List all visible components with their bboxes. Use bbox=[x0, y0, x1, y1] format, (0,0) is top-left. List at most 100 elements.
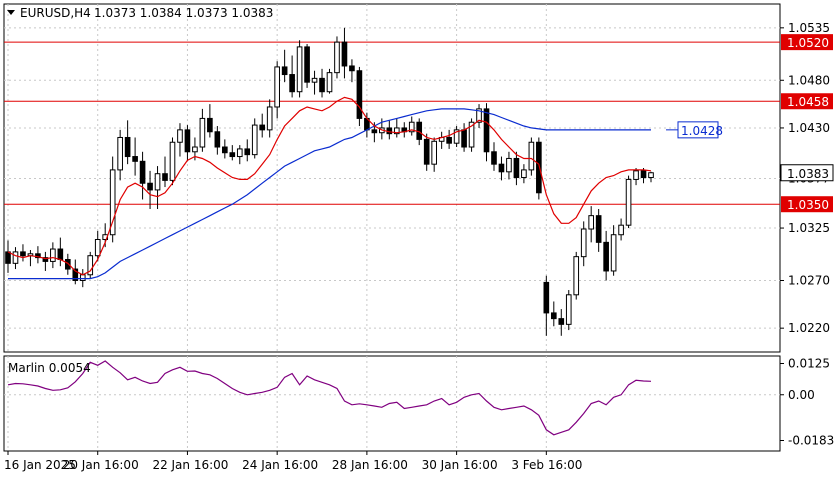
candle-body-down bbox=[139, 160, 146, 184]
candle bbox=[177, 123, 183, 157]
candle-body-up bbox=[453, 129, 460, 144]
candle bbox=[588, 206, 595, 243]
ma-red-line bbox=[7, 96, 652, 276]
candle bbox=[341, 27, 348, 79]
candle-body-down bbox=[64, 259, 71, 270]
candle bbox=[109, 156, 116, 243]
y-tick-label: 1.0535 bbox=[788, 21, 830, 35]
candle bbox=[565, 290, 572, 331]
candle-body-up bbox=[117, 136, 123, 171]
candle-body-down bbox=[371, 129, 378, 134]
candle-body-down bbox=[558, 318, 565, 325]
candle-body-up bbox=[251, 124, 258, 156]
candle-body-down bbox=[132, 156, 138, 162]
candle-body-down bbox=[72, 268, 79, 281]
y-tick-label: 1.0325 bbox=[788, 221, 830, 235]
ohlc-label: 1.0373 1.0384 1.0373 1.0383 bbox=[94, 6, 273, 20]
candle-body-up bbox=[274, 66, 280, 108]
candle-body-down bbox=[550, 312, 557, 320]
candle bbox=[498, 156, 505, 181]
candle bbox=[184, 125, 191, 162]
candle-body-up bbox=[393, 127, 400, 135]
candle bbox=[169, 137, 176, 186]
candle bbox=[20, 244, 26, 262]
candle bbox=[349, 59, 355, 83]
candle bbox=[528, 137, 535, 176]
candle bbox=[222, 139, 228, 159]
osc-tick-label: 0.0125 bbox=[788, 357, 830, 371]
ma-blue-label: 1.0428 bbox=[681, 124, 723, 138]
candle-body-down bbox=[147, 182, 153, 191]
osc-tick-label: 0.00 bbox=[788, 388, 815, 402]
candle-body-down bbox=[349, 65, 355, 72]
candle-body-down bbox=[124, 136, 131, 158]
candle bbox=[296, 40, 303, 98]
candle-body-up bbox=[588, 215, 595, 230]
candle bbox=[229, 145, 236, 161]
candle bbox=[476, 104, 482, 128]
candle-body-up bbox=[296, 46, 303, 93]
candle bbox=[408, 116, 415, 136]
candle-body-down bbox=[491, 151, 497, 165]
candle bbox=[94, 230, 101, 262]
symbol-label: EURUSD,H4 bbox=[20, 6, 91, 20]
candle-body-down bbox=[35, 253, 41, 259]
candle bbox=[625, 175, 632, 229]
candle bbox=[618, 218, 624, 241]
candle bbox=[468, 118, 475, 152]
candle-body-down bbox=[281, 66, 288, 76]
candle-body-up bbox=[580, 228, 587, 258]
candle-body-down bbox=[446, 136, 452, 144]
candle-body-up bbox=[12, 251, 19, 264]
candle bbox=[423, 133, 430, 171]
candle bbox=[543, 275, 550, 336]
candle bbox=[132, 137, 138, 176]
candle bbox=[72, 259, 79, 285]
candle bbox=[558, 309, 565, 336]
candle bbox=[50, 242, 56, 269]
candle bbox=[154, 166, 161, 209]
candle-body-down bbox=[214, 131, 221, 148]
candle-body-down bbox=[536, 141, 542, 194]
candle bbox=[431, 137, 437, 172]
candle-body-up bbox=[618, 224, 624, 236]
candle-body-down bbox=[229, 152, 236, 158]
candle bbox=[648, 171, 654, 183]
candle-body-up bbox=[154, 173, 161, 191]
x-tick-label: 30 Jan 16:00 bbox=[422, 458, 498, 472]
candle-body-down bbox=[356, 70, 363, 119]
candle-body-up bbox=[573, 256, 580, 296]
candle-body-up bbox=[94, 238, 101, 257]
candle bbox=[42, 251, 49, 271]
candle-body-up bbox=[408, 121, 415, 133]
x-tick-label: 20 Jan 16:00 bbox=[63, 458, 139, 472]
candle bbox=[393, 118, 400, 138]
oscillator-title: Marlin 0.0054 bbox=[8, 361, 91, 375]
candle-body-up bbox=[192, 146, 198, 153]
candle-body-up bbox=[506, 157, 512, 173]
candle bbox=[521, 164, 527, 184]
candle bbox=[64, 253, 71, 275]
candle bbox=[5, 240, 11, 273]
candle bbox=[147, 170, 153, 209]
candle-body-down bbox=[207, 117, 213, 133]
candle-body-up bbox=[109, 169, 116, 236]
y-tick-label: 1.0480 bbox=[788, 73, 830, 87]
y-tick-label: 1.0430 bbox=[788, 121, 830, 135]
dropdown-triangle-icon[interactable] bbox=[7, 10, 15, 15]
candle bbox=[326, 68, 333, 94]
oscillator bbox=[4, 360, 780, 436]
candle bbox=[281, 49, 288, 83]
candle bbox=[274, 61, 280, 119]
candle-body-down bbox=[498, 163, 505, 173]
candle-body-down bbox=[57, 248, 64, 261]
candle bbox=[259, 113, 266, 138]
y-tick-label: 1.0220 bbox=[788, 321, 830, 335]
candle bbox=[550, 301, 557, 327]
candle-body-up bbox=[266, 106, 273, 131]
candle-body-down bbox=[543, 281, 550, 314]
candle-body-up bbox=[199, 117, 206, 148]
candle-body-down bbox=[513, 157, 520, 179]
